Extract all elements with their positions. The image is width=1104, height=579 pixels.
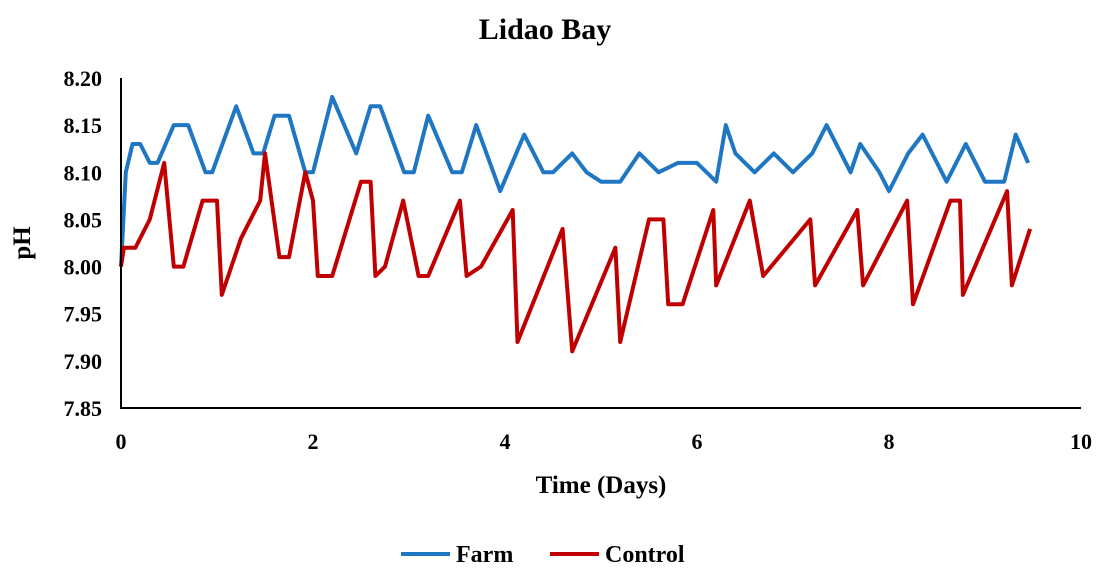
y-tick-label: 8.15 [64, 113, 103, 138]
x-tick-label: 2 [308, 429, 319, 454]
chart-title: Lidao Bay [479, 13, 612, 46]
x-tick-label: 4 [500, 429, 511, 454]
x-tick-label: 10 [1070, 429, 1092, 454]
x-tick-labels: 0 2 4 6 8 10 [116, 429, 1093, 454]
y-axis-label: pH [9, 226, 36, 260]
y-tick-label: 7.85 [64, 396, 103, 421]
y-tick-label: 7.90 [64, 349, 103, 374]
legend-label-farm: Farm [456, 542, 513, 568]
legend-label-control: Control [605, 542, 685, 568]
y-tick-label: 8.05 [64, 207, 103, 232]
x-tick-label: 0 [116, 429, 127, 454]
x-tick-label: 6 [692, 429, 703, 454]
y-tick-label: 8.00 [64, 255, 103, 280]
y-tick-label: 7.95 [64, 302, 103, 327]
y-tick-label: 8.10 [64, 160, 103, 185]
x-axis-label: Time (Days) [536, 472, 667, 499]
series-line-control [119, 151, 1033, 354]
y-tick-label: 8.20 [64, 66, 103, 91]
series-line-farm [119, 94, 1031, 267]
plot-area [119, 94, 1033, 354]
y-tick-labels: 7.85 7.90 7.95 8.00 8.05 8.10 8.15 8.20 [64, 66, 103, 421]
x-tick-label: 8 [884, 429, 895, 454]
legend: Farm Control [401, 542, 685, 568]
